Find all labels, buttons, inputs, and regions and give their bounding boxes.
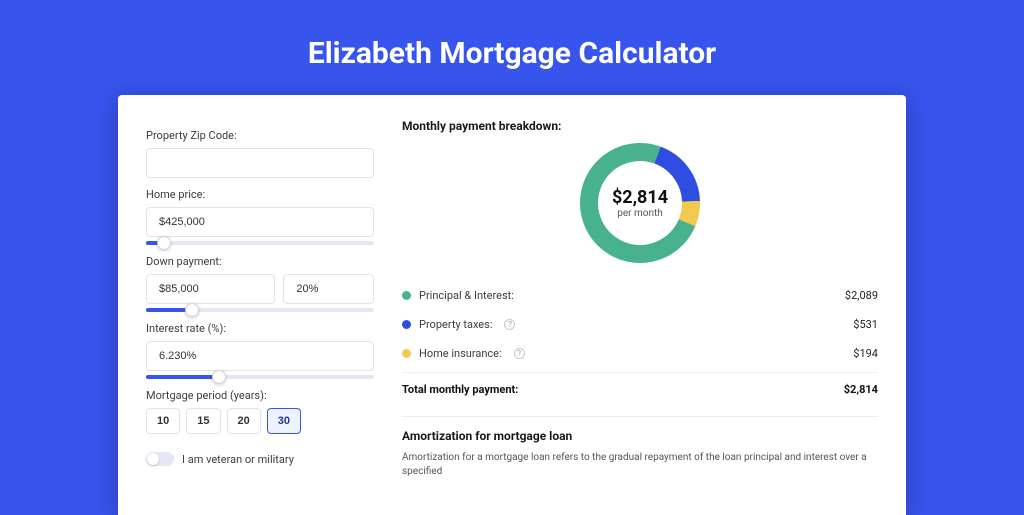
- legend-value: $531: [853, 318, 878, 331]
- down-payment-slider-thumb[interactable]: [185, 303, 199, 317]
- zip-input[interactable]: [146, 148, 374, 178]
- zip-label: Property Zip Code:: [146, 129, 374, 142]
- veteran-toggle-knob: [147, 453, 159, 465]
- interest-rate-slider[interactable]: [146, 375, 374, 379]
- page-title: Elizabeth Mortgage Calculator: [0, 0, 1024, 95]
- legend-value: $2,089: [845, 289, 878, 302]
- legend-dot: [402, 291, 411, 300]
- legend-value: $194: [853, 347, 878, 360]
- interest-rate-slider-thumb[interactable]: [212, 370, 226, 384]
- total-row: Total monthly payment: $2,814: [402, 372, 878, 408]
- period-button-15[interactable]: 15: [186, 408, 220, 434]
- home-price-slider[interactable]: [146, 241, 374, 245]
- total-label: Total monthly payment:: [402, 383, 518, 396]
- donut-center-value: $2,814: [612, 187, 668, 208]
- donut-center: $2,814 per month: [612, 187, 668, 219]
- period-button-20[interactable]: 20: [227, 408, 261, 434]
- amortization-section: Amortization for mortgage loan Amortizat…: [402, 416, 878, 479]
- mortgage-period-buttons: 1015 2030: [146, 408, 374, 434]
- legend-dot: [402, 349, 411, 358]
- interest-rate-label: Interest rate (%):: [146, 322, 374, 335]
- amortization-title: Amortization for mortgage loan: [402, 429, 878, 443]
- breakdown-legend: Principal & Interest: $2,089 Property taxe…: [402, 281, 878, 368]
- down-payment-label: Down payment:: [146, 255, 374, 268]
- help-icon[interactable]: ?: [504, 319, 515, 330]
- home-price-label: Home price:: [146, 188, 374, 201]
- breakdown-column: Monthly payment breakdown: $2,814 per mo…: [394, 119, 878, 491]
- legend-label: Principal & Interest:: [419, 289, 514, 302]
- veteran-toggle[interactable]: [146, 452, 174, 466]
- donut-center-sub: per month: [612, 208, 668, 219]
- down-payment-slider[interactable]: [146, 308, 374, 312]
- help-icon[interactable]: ?: [514, 348, 525, 359]
- legend-dot: [402, 320, 411, 329]
- interest-rate-input[interactable]: [146, 341, 374, 371]
- donut-chart: $2,814 per month: [402, 143, 878, 263]
- legend-row-0: Principal & Interest: $2,089: [402, 281, 878, 310]
- form-column: Property Zip Code: Home price: Down paym…: [146, 119, 394, 491]
- legend-row-1: Property taxes:? $531: [402, 310, 878, 339]
- total-value: $2,814: [844, 383, 878, 396]
- home-price-slider-thumb[interactable]: [157, 236, 171, 250]
- legend-label: Property taxes:: [419, 318, 492, 331]
- period-button-30[interactable]: 30: [267, 408, 301, 434]
- down-payment-pct-input[interactable]: [283, 274, 374, 304]
- legend-label: Home insurance:: [419, 347, 502, 360]
- period-button-10[interactable]: 10: [146, 408, 180, 434]
- calculator-panel: Property Zip Code: Home price: Down paym…: [118, 95, 906, 515]
- legend-row-2: Home insurance:? $194: [402, 339, 878, 368]
- breakdown-heading: Monthly payment breakdown:: [402, 119, 878, 133]
- veteran-label: I am veteran or military: [182, 453, 294, 466]
- mortgage-period-label: Mortgage period (years):: [146, 389, 374, 402]
- down-payment-input[interactable]: [146, 274, 275, 304]
- amortization-text: Amortization for a mortgage loan refers …: [402, 451, 878, 479]
- home-price-input[interactable]: [146, 207, 374, 237]
